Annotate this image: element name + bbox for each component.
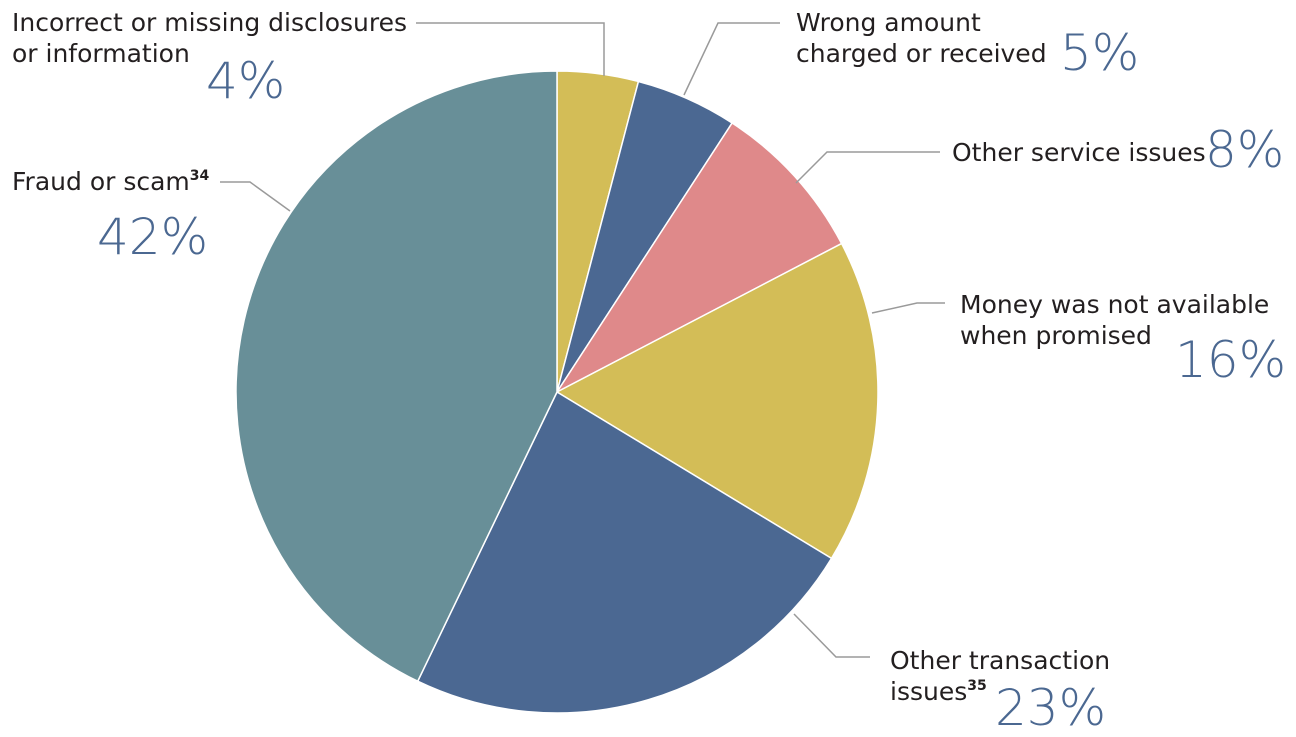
- leader-line-fraud: [220, 181, 291, 212]
- label-other-transaction-line2: issues: [890, 677, 968, 706]
- leader-line-money: [871, 302, 945, 314]
- pie-slices: [235, 70, 879, 714]
- leader-line-wrong: [683, 22, 780, 96]
- leader-lines: [220, 22, 945, 658]
- leader-line-incorrect: [416, 22, 605, 76]
- label-incorrect: Incorrect or missing disclosures or info…: [12, 7, 407, 69]
- label-wrong: Wrong amount charged or received: [796, 7, 1047, 69]
- pie-slice-money-was-not-available-when-promised: [555, 242, 879, 560]
- pct-fraud: 42%: [97, 208, 209, 266]
- pie-slice-other-transaction-issues: [416, 390, 833, 714]
- pct-wrong: 5%: [1060, 24, 1140, 82]
- label-money: Money was not available when promised: [960, 289, 1269, 351]
- label-incorrect-line1: Incorrect or missing disclosures: [12, 8, 408, 37]
- label-other-service: Other service issues: [952, 137, 1206, 168]
- label-incorrect-line2: or information: [12, 39, 190, 68]
- label-other-service-line1: Other service issues: [952, 138, 1206, 167]
- pct-incorrect: 4%: [206, 52, 286, 110]
- label-wrong-line1: Wrong amount: [796, 8, 981, 37]
- pct-money: 16%: [1175, 331, 1287, 389]
- label-fraud-line1: Fraud or scam: [12, 167, 190, 196]
- leader-line-other-service: [795, 151, 940, 184]
- label-other-transaction-line1: Other transaction: [890, 646, 1111, 675]
- footnote-34: 34: [189, 168, 210, 184]
- leader-line-other-transaction: [793, 613, 870, 658]
- pie-slice-fraud-or-scam: [235, 70, 558, 683]
- pct-other-transaction: 23%: [995, 679, 1107, 737]
- label-wrong-line2: charged or received: [796, 39, 1047, 68]
- label-other-transaction: Other transaction issues35: [890, 645, 1110, 707]
- label-fraud: Fraud or scam34: [12, 166, 209, 197]
- pie-slice-other-service-issues: [554, 121, 843, 394]
- footnote-35: 35: [967, 678, 987, 694]
- label-money-line2: when promised: [960, 321, 1152, 350]
- pct-other-service: 8%: [1205, 121, 1285, 179]
- label-money-line1: Money was not available: [960, 290, 1270, 319]
